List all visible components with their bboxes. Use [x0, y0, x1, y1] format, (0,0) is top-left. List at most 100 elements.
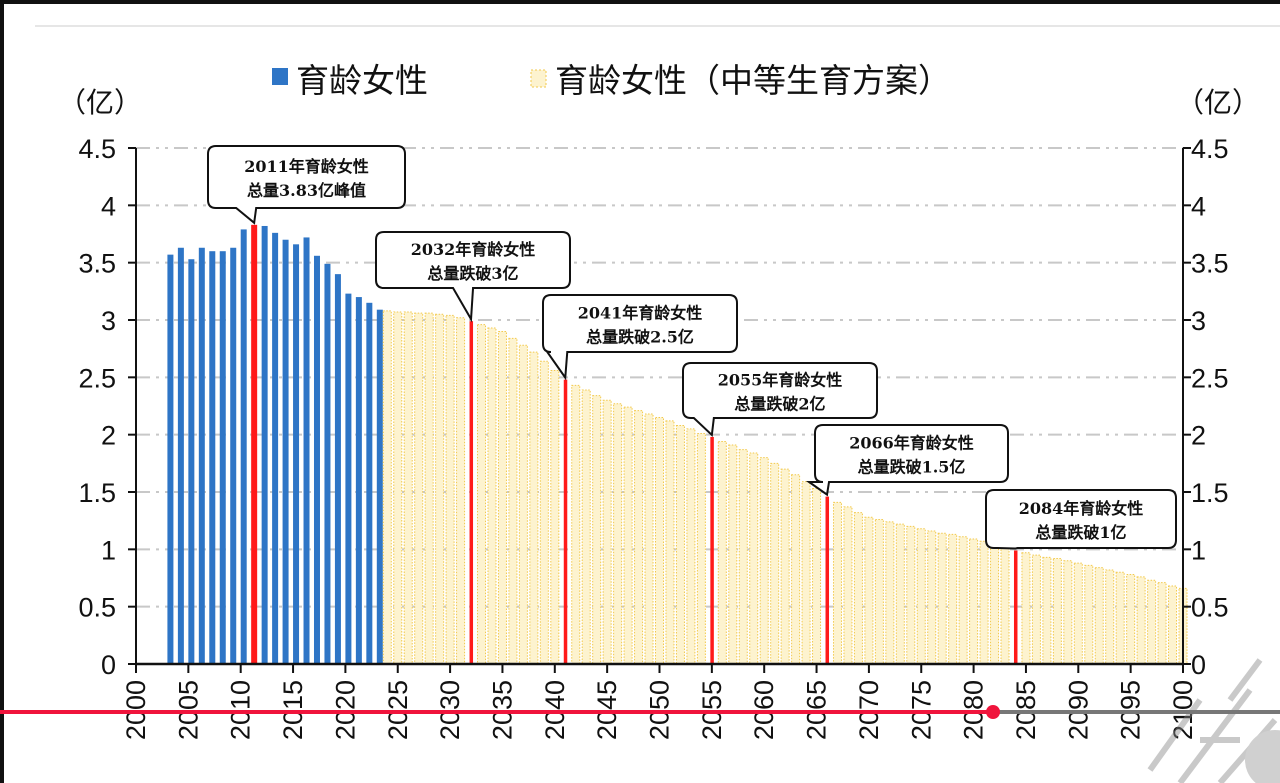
bar-projection: [497, 330, 507, 665]
bar-projection-highlight: [563, 379, 568, 664]
callout-box: [805, 424, 1009, 497]
callout-line1: 2041年育龄女性: [578, 304, 703, 323]
callout-line2: 总量跌破2.5亿: [586, 328, 694, 347]
bar-projection: [571, 384, 581, 665]
bar-projection: [969, 538, 979, 665]
y-tick-label-right: 2: [1191, 421, 1206, 451]
bar-actual: [324, 263, 331, 664]
callout-line2: 总量跌破1亿: [1035, 523, 1126, 542]
bar-projection: [382, 310, 392, 665]
video-progress-bar[interactable]: [0, 705, 1280, 719]
y-tick-label-left: 3.5: [78, 249, 116, 279]
bar-projection: [435, 313, 445, 665]
bar-projection: [1052, 558, 1062, 665]
legend: 育龄女性 育龄女性（中等生育方案）: [272, 61, 951, 100]
bar-projection: [812, 488, 822, 665]
callout-line1: 2032年育龄女性: [411, 240, 536, 259]
bar-projection: [937, 532, 947, 665]
bar-projection: [801, 481, 811, 665]
bar-actual: [334, 274, 341, 664]
bar-projection: [843, 506, 853, 665]
left-border: [0, 0, 4, 783]
bar-projection: [906, 525, 916, 665]
top-border: [0, 0, 1280, 4]
bar-projection: [634, 410, 644, 665]
bar-actual: [167, 254, 174, 664]
bar-projection: [1157, 582, 1167, 665]
y-axis-unit-right: （亿）: [1176, 86, 1260, 119]
y-tick-label-left: 4: [101, 191, 116, 221]
bar-projection: [979, 540, 989, 665]
legend-swatch-projection: [530, 69, 547, 88]
bar-projection: [539, 360, 549, 665]
legend-swatch-actual: [272, 68, 288, 85]
bar-actual: [272, 232, 279, 664]
bar-projection: [1126, 574, 1136, 665]
bar-projection: [1105, 569, 1115, 665]
bar-projection: [508, 337, 518, 665]
bar-projection: [1073, 562, 1083, 665]
bar-projection: [832, 501, 842, 665]
bar-projection: [487, 327, 497, 665]
callout-line1: 2011年育龄女性: [244, 157, 369, 176]
bar-actual: [188, 259, 195, 664]
bar-projection: [696, 433, 706, 665]
bar-projection: [675, 424, 685, 665]
bar-projection: [1168, 585, 1178, 665]
bar-actual: [345, 293, 352, 664]
callout-box: [375, 231, 571, 323]
bar-projection: [916, 528, 926, 665]
bar-actual: [293, 244, 300, 664]
bar-projection: [927, 530, 937, 665]
bar-projection: [686, 428, 696, 665]
y-tick-label-right: 4: [1191, 191, 1206, 221]
bar-actual: [313, 255, 320, 664]
bar-actual: [261, 225, 268, 664]
bar-projection: [1063, 560, 1073, 665]
bar-actual: [376, 309, 383, 664]
progress-handle[interactable]: [986, 705, 1000, 719]
y-tick-label-right: 2.5: [1191, 363, 1229, 393]
callout-line1: 2066年育龄女性: [849, 434, 974, 453]
bar-projection: [780, 468, 790, 665]
bar-projection-highlight: [469, 321, 474, 664]
bars: [167, 224, 1188, 665]
bar-actual: [219, 251, 226, 664]
bar-actual: [303, 237, 310, 664]
y-tick-label-left: 0: [101, 650, 116, 680]
bar-projection: [749, 452, 759, 665]
callout-box: [207, 145, 406, 225]
bar-projection: [853, 512, 863, 665]
bar-projection: [1136, 576, 1146, 665]
bar-projection: [445, 314, 455, 665]
bar-projection: [529, 351, 539, 665]
bar-projection: [456, 317, 466, 665]
bar-actual: [240, 229, 247, 664]
bar-projection: [791, 474, 801, 665]
bar-projection: [770, 462, 780, 665]
callout-box: [542, 294, 738, 381]
y-tick-label-right: 1.5: [1191, 478, 1229, 508]
bar-projection: [1147, 579, 1157, 665]
y-tick-label-left: 1: [101, 535, 116, 565]
callout-line2: 总量跌破2亿: [734, 395, 825, 414]
bar-actual: [251, 224, 258, 664]
y-tick-label-left: 0.5: [78, 593, 116, 623]
bar-projection: [885, 521, 895, 665]
bar-projection: [738, 449, 748, 665]
callout-box: [985, 489, 1177, 550]
bar-projection: [948, 533, 958, 665]
callout-line2: 总量跌破3亿: [427, 264, 518, 283]
callout-box: [682, 362, 878, 438]
y-tick-label-left: 4.5: [78, 134, 116, 164]
bar-projection: [1115, 571, 1125, 665]
bar-actual: [282, 239, 289, 664]
y-tick-label-left: 1.5: [78, 478, 116, 508]
bar-actual: [355, 297, 362, 664]
bar-projection: [644, 413, 654, 665]
legend-label-actual: 育龄女性: [296, 61, 428, 100]
